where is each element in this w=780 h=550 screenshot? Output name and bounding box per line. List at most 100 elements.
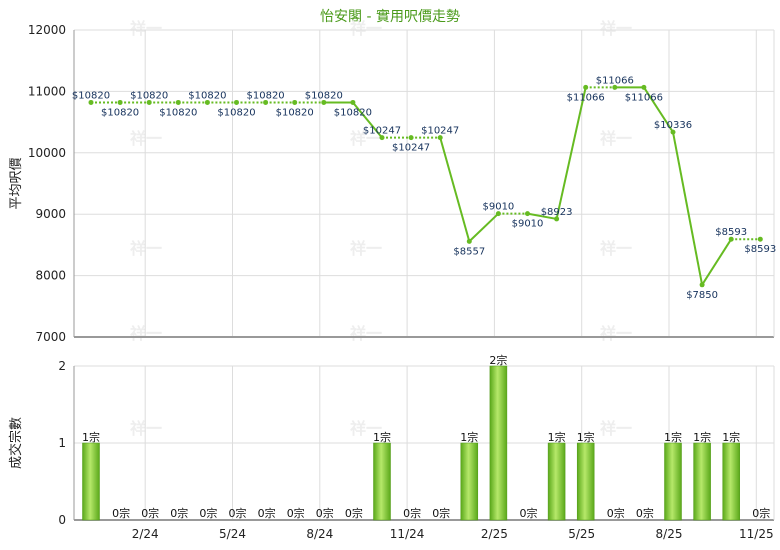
watermark-text: 祥一 <box>130 129 162 148</box>
bar-label: 0宗 <box>403 506 421 520</box>
y-tick-label: 9000 <box>35 207 66 221</box>
bar-label: 1宗 <box>577 430 595 444</box>
watermark-text: 祥一 <box>350 419 382 438</box>
series-line-segment <box>672 131 704 285</box>
watermark-text: 祥一 <box>600 419 632 438</box>
x-tick-label: 2/25 <box>481 527 508 541</box>
data-point <box>408 135 414 141</box>
series-line-segment <box>468 212 500 243</box>
watermark-text: 祥一 <box>130 19 162 38</box>
x-tick-label: 8/25 <box>656 527 683 541</box>
x-tick-label: 5/24 <box>219 527 246 541</box>
data-label: $10820 <box>130 90 168 101</box>
data-label: $10247 <box>363 126 401 137</box>
series-line-segment <box>701 238 733 286</box>
bar-label: 0宗 <box>141 506 159 520</box>
bar <box>547 442 566 521</box>
y-tick-label: 11000 <box>28 84 66 98</box>
data-label: $10820 <box>217 107 255 118</box>
data-point <box>146 99 152 105</box>
bar <box>722 442 740 521</box>
bar-label: 1宗 <box>693 430 711 444</box>
data-label: $10820 <box>276 107 314 118</box>
bar-label: 0宗 <box>345 506 363 520</box>
watermark-text: 祥一 <box>600 239 632 258</box>
data-point <box>641 84 647 90</box>
x-tick-label: 8/24 <box>306 527 333 541</box>
data-point <box>234 99 239 105</box>
data-point <box>292 99 298 105</box>
bar-label: 0宗 <box>607 506 625 520</box>
data-label: $8557 <box>453 246 485 257</box>
data-point <box>350 99 356 105</box>
data-label: $10820 <box>305 90 343 101</box>
data-point <box>583 84 589 90</box>
watermark-text: 祥一 <box>600 19 632 38</box>
data-label: $11066 <box>625 92 663 103</box>
data-label: $10820 <box>159 107 197 118</box>
data-point <box>321 99 327 105</box>
y-tick-label: 8000 <box>35 269 66 283</box>
bar <box>664 442 682 521</box>
watermark-text: 祥一 <box>130 419 162 438</box>
data-label: $11066 <box>567 92 605 103</box>
data-point <box>612 84 618 90</box>
bar-label: 1宗 <box>460 430 478 444</box>
data-point <box>670 129 676 135</box>
watermark-text: 祥一 <box>350 19 382 38</box>
x-tick-label: 11/25 <box>739 527 774 541</box>
bar-label: 0宗 <box>170 506 188 520</box>
data-label: $10820 <box>188 90 226 101</box>
data-point <box>525 211 530 217</box>
data-point <box>728 236 734 242</box>
series-line-segment <box>555 87 587 220</box>
data-point <box>699 282 705 288</box>
bar-label: 0宗 <box>752 506 770 520</box>
data-point <box>495 211 501 217</box>
data-label: $8593 <box>715 227 747 238</box>
data-label: $10820 <box>101 107 139 118</box>
data-point <box>466 238 472 244</box>
bar <box>373 442 391 521</box>
bar-label: 1宗 <box>82 430 100 444</box>
bar <box>576 442 595 521</box>
data-label: $8593 <box>744 244 776 255</box>
watermark-text: 祥一 <box>600 129 632 148</box>
x-tick-label: 5/25 <box>568 527 595 541</box>
watermark-text: 祥一 <box>600 324 632 343</box>
data-label: $10820 <box>247 90 285 101</box>
data-point <box>175 99 181 105</box>
bar-label: 1宗 <box>373 430 391 444</box>
data-label: $9010 <box>482 202 514 213</box>
bar <box>460 442 479 521</box>
y-axis-label: 平均呎價 <box>9 157 24 209</box>
data-label: $10820 <box>72 90 110 101</box>
series-line-segment <box>439 137 471 242</box>
bar-label: 0宗 <box>316 506 334 520</box>
data-point <box>379 135 385 141</box>
x-tick-label: 11/24 <box>390 527 425 541</box>
series-line-segment <box>352 101 383 139</box>
bar-label: 0宗 <box>112 506 130 520</box>
data-label: $8923 <box>541 207 573 218</box>
data-label: $9010 <box>512 219 544 230</box>
chart-title: 怡安閣 - 實用呎價走勢 <box>320 9 460 25</box>
data-label: $10336 <box>654 120 692 131</box>
watermark-text: 祥一 <box>350 324 382 343</box>
watermark-text: 祥一 <box>350 239 382 258</box>
y-tick-label: 0 <box>58 513 66 527</box>
data-label: $7850 <box>686 290 718 301</box>
bar <box>693 442 711 521</box>
bar-label: 0宗 <box>229 506 247 520</box>
bar-label: 0宗 <box>636 506 654 520</box>
bar-label: 0宗 <box>520 506 538 520</box>
data-label: $10820 <box>334 107 372 118</box>
watermark-text: 祥一 <box>130 324 162 343</box>
y-tick-label: 1 <box>58 436 66 450</box>
x-tick-label: 2/24 <box>132 527 159 541</box>
series-line-segment <box>527 212 557 220</box>
bar-label: 0宗 <box>258 506 276 520</box>
data-label: $10247 <box>392 143 430 154</box>
